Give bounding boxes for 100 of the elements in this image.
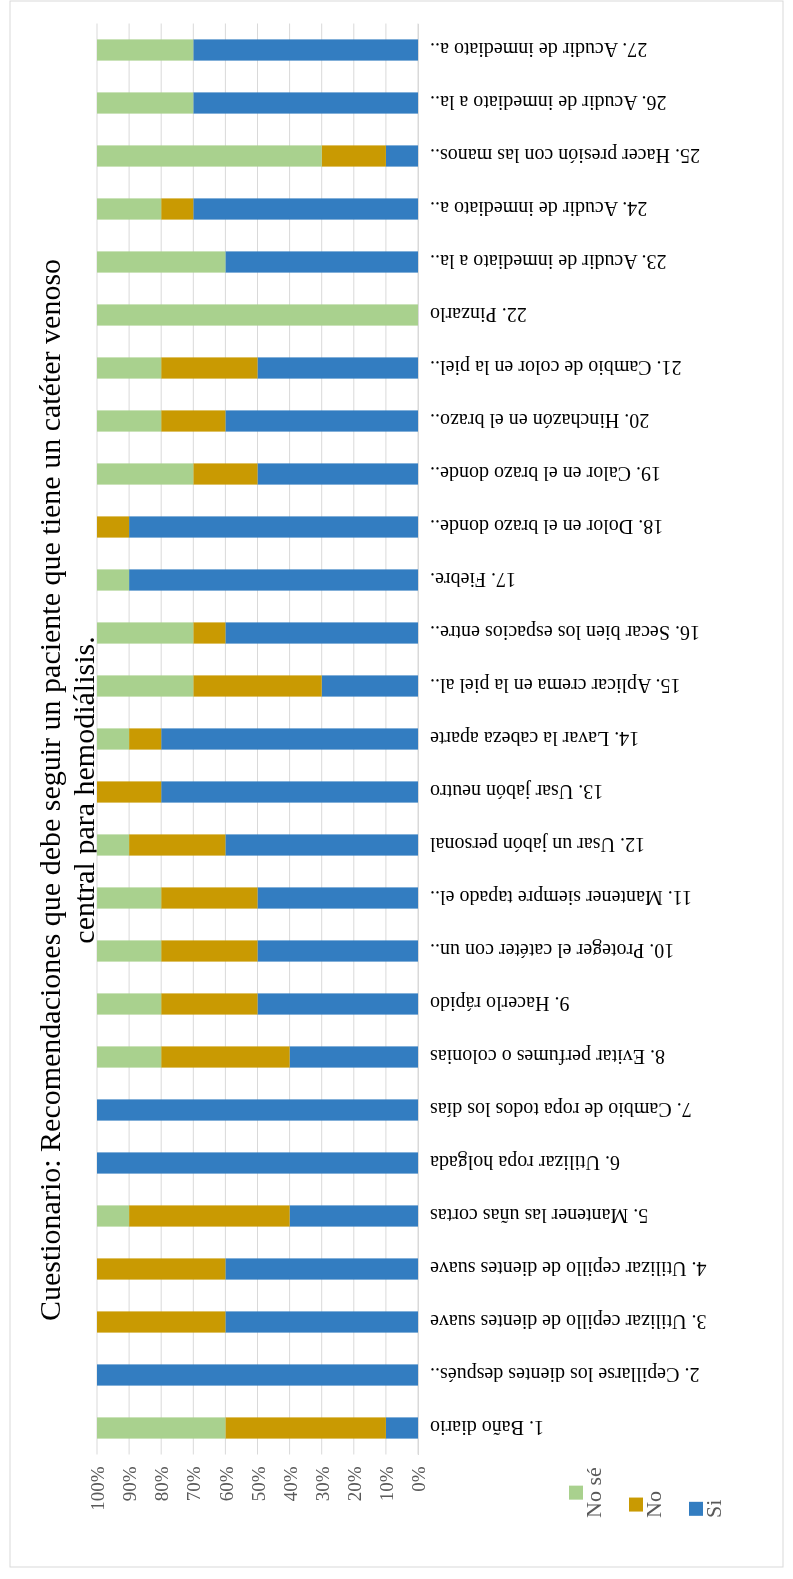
y-tick-label: 5. Mantener las uñas cortas [429,1205,649,1227]
y-tick-label: 11. Mantener siempre tapado el.. [430,886,692,909]
bar [97,1417,226,1439]
y-tick-label: 14. Lavar la cabeza aparte [429,727,640,750]
legend-label: No sé [580,1467,606,1518]
bar [193,198,418,220]
legend-label: Si [700,1499,726,1518]
y-tick-label: 13. Usar jabón neutro [430,780,604,803]
y-tick-label: 10. Proteger el catéter con un.. [430,939,675,962]
bar [97,1152,418,1174]
bar [97,145,322,167]
text: Cuestionario: Recomendaciones que debe seguir un paciente que tiene un catéter venoso central para hemodiálisis. [33,258,100,1322]
bar [97,1311,226,1333]
bar [129,834,226,856]
bar [97,1205,130,1227]
y-tick-label: 20. Hinchazón en el brazo.. [430,410,650,432]
bar [289,1205,418,1227]
y-tick-label: 24. Acudir de inmediato a.. [430,198,648,220]
y-tick-label: 4. Utilizar cepillo de dientes suave [429,1257,707,1280]
bar [97,1099,418,1121]
y-tick-label: 26. Acudir de inmediato a la.. [430,92,667,114]
bar [193,463,258,485]
x-tick-label: 20% [343,1466,365,1502]
bar [97,463,194,485]
bar [161,1046,290,1068]
bar [193,39,418,61]
bar [257,887,418,909]
bar [97,834,130,856]
bar [161,728,418,750]
bar [129,1205,290,1227]
x-tick-label: 100% [87,1466,109,1511]
y-tick-label: 27. Acudir de inmediato a.. [430,39,648,61]
y-tick-label: 21. Cambio de color en la piel.. [430,356,682,379]
y-tick-label: 16. Secar bien los espacios entre.. [430,621,700,644]
bar [97,675,194,697]
y-tick-label: 2. Cepillarse los dientes después.. [430,1363,700,1386]
y-tick-label: 1. Baño diario [430,1417,544,1439]
bar [97,39,194,61]
bar [225,1417,386,1439]
y-tick-label: 8. Evitar perfumes o colonias [429,1045,665,1068]
bar [161,940,258,962]
bar [97,1046,162,1068]
bar [97,622,194,644]
x-tick-label: 10% [376,1466,398,1502]
y-tick-label: 23. Acudir de inmediato a la.. [430,251,667,273]
bar [97,993,162,1015]
bar [257,357,418,379]
bar [225,1258,418,1280]
bar [161,781,418,803]
x-tick-label: 70% [183,1466,205,1502]
y-tick-label: 18. Dolor en el brazo donde.. [430,516,664,538]
bar [97,304,418,326]
bar [97,516,130,538]
y-tick-label: 17. Fiebre. [430,569,517,591]
bar [257,940,418,962]
legend-label: No [640,1491,666,1518]
y-tick-label: 19. Calor en el brazo donde.. [430,463,662,485]
bar [97,251,226,273]
y-tick-label: 3. Utilizar cepillo de dientes suave [429,1310,707,1333]
x-tick-label: 60% [215,1466,237,1502]
y-tick-label: 7. Cambio de ropa todos los días [429,1098,692,1121]
bar [161,993,258,1015]
bar [321,145,386,167]
bar [321,675,418,697]
bar [225,251,418,273]
bar [257,993,418,1015]
bar [129,569,418,591]
y-tick-label: 12. Usar un jabón personal [429,833,645,856]
bar [161,887,258,909]
bar [289,1046,418,1068]
x-tick-label: 30% [311,1466,333,1502]
y-tick-label: 25. Hacer presión con las manos.. [430,144,700,167]
bar [225,834,418,856]
x-tick-label: 0% [408,1466,430,1492]
x-tick-label: 50% [247,1466,269,1502]
bar [97,728,130,750]
bar [97,410,162,432]
bar [193,92,418,114]
bar [161,357,258,379]
x-tick-label: 40% [279,1466,301,1502]
bar [257,463,418,485]
bar [97,781,162,803]
bar [161,410,226,432]
bar [97,940,162,962]
bar [129,728,162,750]
bar [97,1258,226,1280]
bar [97,92,194,114]
bar [385,1417,418,1439]
y-tick-label: 9. Hacerlo rápido [430,992,570,1015]
bar [97,357,162,379]
bar [193,622,226,644]
bar [225,622,418,644]
bar [225,410,418,432]
y-tick-label: 15. Aplicar crema en la piel al.. [430,674,681,697]
bar [97,1364,418,1386]
x-tick-label: 90% [119,1466,141,1502]
bar [193,675,322,697]
bar [225,1311,418,1333]
y-tick-label: 22. Pinzarlo [430,304,527,326]
bar [129,516,418,538]
